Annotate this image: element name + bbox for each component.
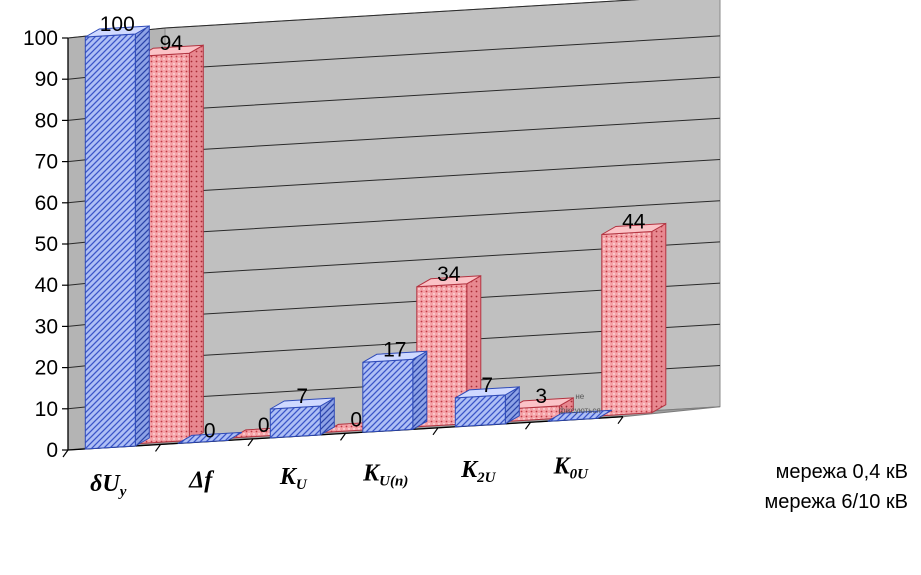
annotation-line: не <box>575 392 584 401</box>
bar-top <box>601 223 667 235</box>
bar <box>362 350 428 433</box>
x-tick-mark <box>340 433 346 441</box>
data-label: 44 <box>622 210 646 233</box>
y-tick-label: 100 <box>23 27 58 50</box>
category-label: KU(n) <box>362 461 408 490</box>
bar-top <box>362 350 428 363</box>
y-tick-label: 80 <box>35 109 58 132</box>
category-label-main: K <box>362 461 381 487</box>
x-tick-mark <box>617 416 624 425</box>
y-tick-label: 60 <box>35 192 58 215</box>
bar-top <box>85 25 150 38</box>
bar-front <box>601 230 653 417</box>
x-tick-mark <box>432 427 439 436</box>
category-label-subscript: y <box>118 484 127 500</box>
data-label: 3 <box>535 385 547 408</box>
y-tick-label: 40 <box>35 274 58 297</box>
bar-top <box>270 397 335 410</box>
bar-top <box>547 409 613 422</box>
y-tick-label: 30 <box>35 315 58 338</box>
bar-top <box>416 275 482 288</box>
data-label: 7 <box>481 374 493 397</box>
data-label: 94 <box>160 32 184 55</box>
bars <box>84 25 667 450</box>
bar <box>547 409 613 422</box>
category-label-main: K <box>553 453 572 479</box>
data-label: 34 <box>437 263 461 286</box>
category-label-main: δU <box>90 471 121 497</box>
data-label: 0 <box>204 419 216 442</box>
category-label: δUy <box>90 471 127 500</box>
bar <box>177 431 243 444</box>
y-tick-label: 70 <box>35 151 58 174</box>
bar-front <box>269 405 321 439</box>
y-tick-label: 0 <box>46 439 58 462</box>
bar <box>269 397 335 439</box>
category-label-subscript: 2U <box>476 470 497 486</box>
bar-side <box>188 44 204 442</box>
bar-side <box>412 350 428 431</box>
x-tick-mark <box>247 438 254 447</box>
category-label: K2U <box>460 457 497 486</box>
category-label-subscript: 0U <box>570 466 590 482</box>
category-labels: δUy Δf KU KU(n) K2U K0U <box>90 453 589 500</box>
axes <box>62 37 624 458</box>
category-label-main: K <box>279 464 298 490</box>
data-labels: 94 0 0 34 3 44 100 0 7 17 7 не фіксуються <box>100 13 646 442</box>
legend: мережа 0,4 кВ мережа 6/10 кВ <box>764 461 908 513</box>
bar <box>84 25 150 450</box>
x-tick-mark <box>62 449 69 458</box>
data-label: 17 <box>383 338 406 361</box>
category-label-main: Δf <box>188 468 214 494</box>
y-tick-labels: 0 10 20 30 40 50 60 70 80 90 100 <box>23 27 58 462</box>
y-tick-label: 50 <box>35 233 58 256</box>
data-label: 7 <box>296 385 308 408</box>
category-label-subscript: U(n) <box>379 474 408 490</box>
bar-top <box>455 386 520 399</box>
legend-entry: мережа 6/10 кВ <box>764 491 908 513</box>
bar-side <box>651 222 667 414</box>
bar-side <box>134 25 150 447</box>
category-label: K0U <box>553 453 590 482</box>
x-tick-mark <box>155 444 161 452</box>
bar-front <box>454 394 506 428</box>
bar-top <box>177 431 243 444</box>
y-tick-label: 90 <box>35 68 58 91</box>
category-label: KU <box>279 464 308 493</box>
x-tick-mark <box>525 421 531 430</box>
bar <box>454 386 520 428</box>
bar <box>416 274 482 428</box>
category-label-subscript: U <box>296 477 308 493</box>
data-label: 0 <box>350 408 362 431</box>
bar-front <box>362 358 414 433</box>
category-label: Δf <box>188 468 214 494</box>
data-label: 0 <box>258 414 270 437</box>
legend-entry: мережа 0,4 кВ <box>776 461 908 483</box>
category-label-main: K <box>460 457 479 483</box>
y-tick-label: 20 <box>35 357 58 380</box>
bar-front <box>84 33 136 450</box>
annotation-note: не фіксуються <box>559 392 601 415</box>
y-tick-label: 10 <box>35 398 58 421</box>
data-label: 100 <box>100 13 135 36</box>
bar <box>601 222 667 417</box>
annotation-line: фіксуються <box>559 406 601 415</box>
